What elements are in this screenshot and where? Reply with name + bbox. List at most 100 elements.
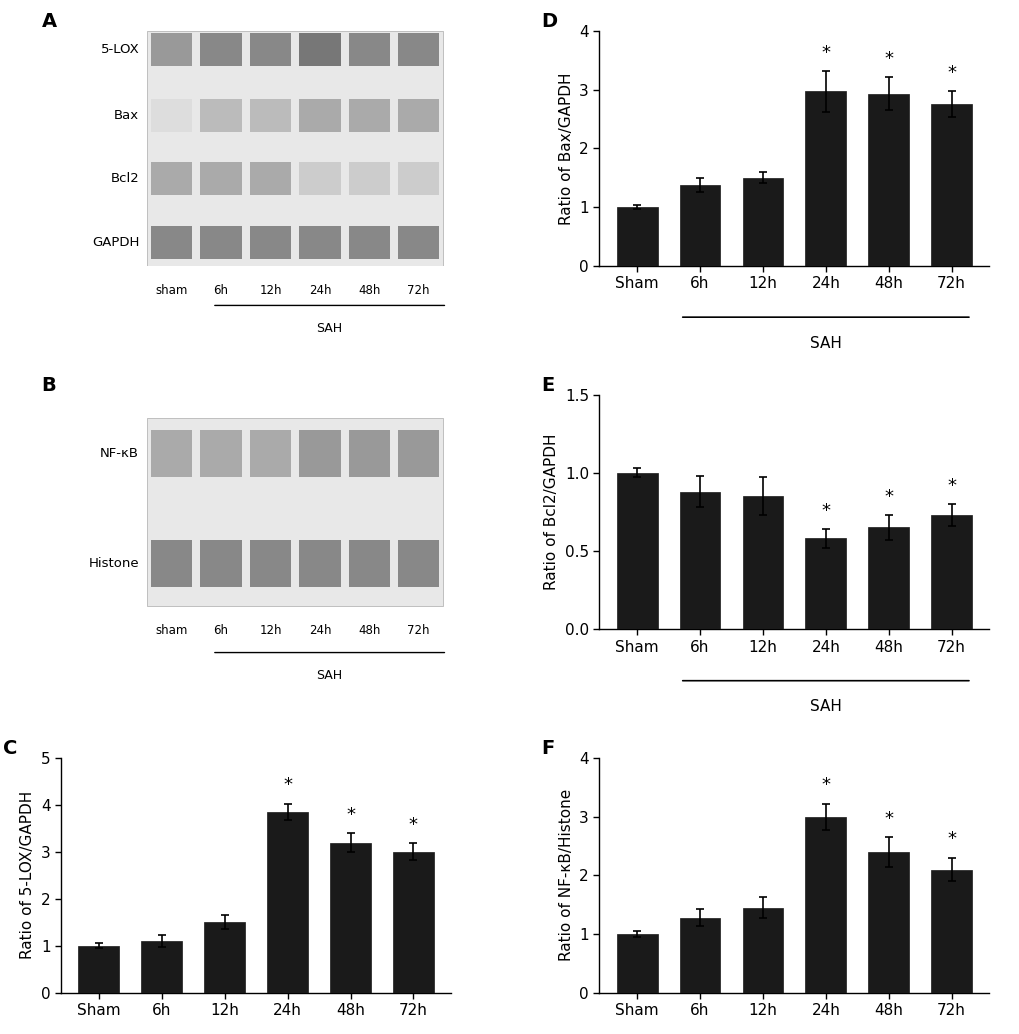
Text: Histone: Histone [89,557,139,570]
Bar [392,852,433,993]
Bar [142,941,182,993]
Text: 12h: 12h [259,284,281,298]
Text: E: E [540,375,553,395]
Text: GAPDH: GAPDH [92,236,139,248]
FancyBboxPatch shape [348,430,389,477]
FancyBboxPatch shape [200,430,242,477]
FancyBboxPatch shape [397,33,439,66]
Text: SAH: SAH [316,669,342,682]
Bar [867,852,908,993]
Text: 48h: 48h [358,625,380,637]
Text: SAH: SAH [809,336,841,351]
Text: SAH: SAH [316,322,342,335]
Text: 72h: 72h [407,625,430,637]
Text: *: * [947,477,955,494]
FancyBboxPatch shape [250,99,291,132]
FancyBboxPatch shape [348,162,389,195]
FancyBboxPatch shape [348,33,389,66]
Text: C: C [3,739,17,758]
Text: *: * [883,810,893,828]
FancyBboxPatch shape [299,430,340,477]
FancyBboxPatch shape [200,162,242,195]
Text: *: * [947,64,955,82]
FancyBboxPatch shape [397,225,439,258]
FancyBboxPatch shape [147,418,443,606]
Text: NF-κB: NF-κB [100,447,139,460]
Bar [930,870,971,993]
Y-axis label: Ratio of 5-LOX/GAPDH: Ratio of 5-LOX/GAPDH [20,791,36,960]
Text: *: * [820,777,829,794]
Text: B: B [42,375,56,395]
FancyBboxPatch shape [200,99,242,132]
Text: *: * [883,50,893,68]
FancyBboxPatch shape [147,31,443,266]
Text: *: * [283,777,291,794]
Bar [330,843,371,993]
FancyBboxPatch shape [250,225,291,258]
FancyBboxPatch shape [250,162,291,195]
Text: A: A [42,12,57,31]
FancyBboxPatch shape [397,99,439,132]
Bar [679,185,719,266]
Bar [867,94,908,266]
Text: F: F [540,739,553,758]
FancyBboxPatch shape [299,225,340,258]
Text: Bcl2: Bcl2 [110,173,139,185]
FancyBboxPatch shape [151,430,193,477]
FancyBboxPatch shape [397,540,439,587]
Bar [930,104,971,266]
FancyBboxPatch shape [151,225,193,258]
FancyBboxPatch shape [200,33,242,66]
Bar [616,934,657,993]
FancyBboxPatch shape [151,33,193,66]
Text: Bax: Bax [114,109,139,122]
FancyBboxPatch shape [299,99,340,132]
FancyBboxPatch shape [299,540,340,587]
Y-axis label: Ratio of Bcl2/GAPDH: Ratio of Bcl2/GAPDH [544,433,558,590]
Text: *: * [883,488,893,506]
Text: 24h: 24h [309,625,331,637]
Text: *: * [820,501,829,520]
FancyBboxPatch shape [397,430,439,477]
Text: 48h: 48h [358,284,380,298]
Text: *: * [820,43,829,61]
Bar [267,812,308,993]
FancyBboxPatch shape [299,162,340,195]
FancyBboxPatch shape [151,540,193,587]
FancyBboxPatch shape [299,33,340,66]
Text: 12h: 12h [259,625,281,637]
FancyBboxPatch shape [348,225,389,258]
FancyBboxPatch shape [348,99,389,132]
Bar [805,817,846,993]
FancyBboxPatch shape [397,162,439,195]
Text: SAH: SAH [809,699,841,714]
Text: 24h: 24h [309,284,331,298]
FancyBboxPatch shape [200,225,242,258]
FancyBboxPatch shape [250,540,291,587]
Text: sham: sham [155,625,187,637]
Bar [679,917,719,993]
Bar [805,91,846,266]
Text: D: D [540,12,556,31]
FancyBboxPatch shape [250,33,291,66]
FancyBboxPatch shape [348,540,389,587]
Text: *: * [409,816,418,834]
Text: sham: sham [155,284,187,298]
FancyBboxPatch shape [200,540,242,587]
Bar [742,178,783,266]
Text: *: * [947,830,955,848]
FancyBboxPatch shape [250,430,291,477]
FancyBboxPatch shape [151,99,193,132]
Text: *: * [345,805,355,824]
Y-axis label: Ratio of Bax/GAPDH: Ratio of Bax/GAPDH [558,72,573,224]
Bar [742,908,783,993]
FancyBboxPatch shape [151,162,193,195]
Text: 72h: 72h [407,284,430,298]
Bar [679,491,719,629]
Bar [204,922,245,993]
Bar [805,539,846,629]
Bar [616,473,657,629]
Text: 5-LOX: 5-LOX [100,43,139,56]
Bar [867,527,908,629]
Bar [742,496,783,629]
